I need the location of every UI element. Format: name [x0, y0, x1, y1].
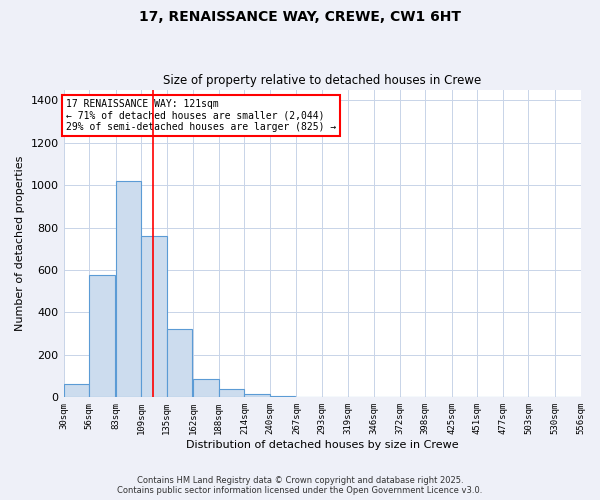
Bar — [89, 276, 115, 398]
Text: Contains HM Land Registry data © Crown copyright and database right 2025.
Contai: Contains HM Land Registry data © Crown c… — [118, 476, 482, 495]
Bar — [116, 181, 141, 398]
Bar — [141, 236, 167, 398]
Bar — [193, 380, 219, 398]
Bar — [64, 384, 89, 398]
X-axis label: Distribution of detached houses by size in Crewe: Distribution of detached houses by size … — [186, 440, 458, 450]
Text: 17, RENAISSANCE WAY, CREWE, CW1 6HT: 17, RENAISSANCE WAY, CREWE, CW1 6HT — [139, 10, 461, 24]
Text: 17 RENAISSANCE WAY: 121sqm
← 71% of detached houses are smaller (2,044)
29% of s: 17 RENAISSANCE WAY: 121sqm ← 71% of deta… — [66, 99, 337, 132]
Bar — [244, 394, 270, 398]
Bar — [167, 330, 192, 398]
Title: Size of property relative to detached houses in Crewe: Size of property relative to detached ho… — [163, 74, 481, 87]
Y-axis label: Number of detached properties: Number of detached properties — [15, 156, 25, 331]
Bar — [270, 396, 295, 398]
Bar — [219, 390, 244, 398]
